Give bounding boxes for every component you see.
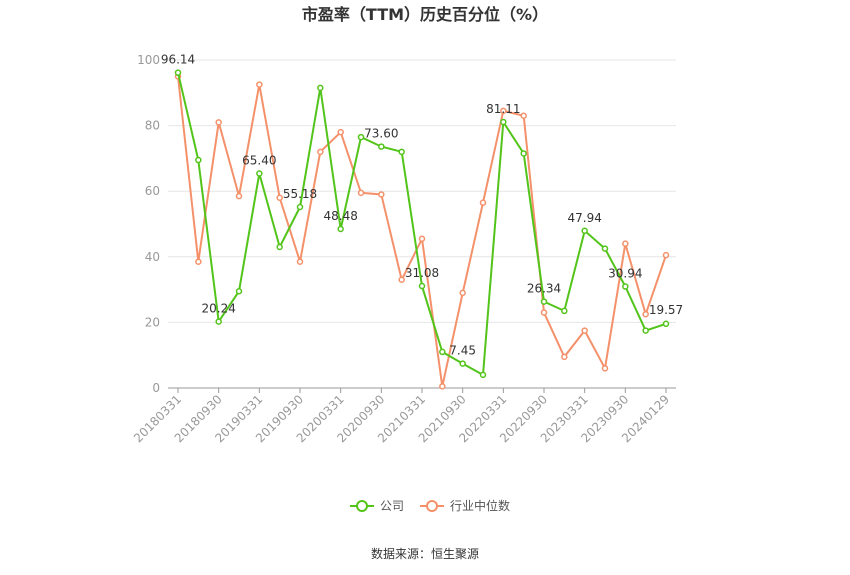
- data-label: 48.48: [323, 209, 357, 223]
- series-point-1: [337, 128, 344, 136]
- data-label: 20.24: [201, 302, 235, 316]
- legend[interactable]: 公司 行业中位数: [350, 498, 510, 513]
- y-tick-label: 40: [145, 250, 160, 264]
- legend-label-1: 行业中位数: [450, 498, 510, 513]
- series-point-1: [276, 194, 283, 202]
- series-point-0: [581, 227, 588, 235]
- series-point-0: [418, 282, 426, 290]
- series-layer: [174, 69, 670, 390]
- series-point-0: [459, 360, 466, 367]
- axes: 0204060801002018033120180930201903312019…: [131, 53, 676, 445]
- data-label: 19.57: [649, 303, 683, 317]
- series-point-0: [642, 327, 649, 334]
- data-labels: 96.14 20.24 65.40 55.18 48.48 73.60 31.08 7.45 8…: [161, 53, 683, 358]
- series-point-1: [418, 235, 426, 243]
- series-point-1: [256, 81, 263, 88]
- series-point-1: [317, 148, 324, 156]
- series-point-0: [174, 69, 182, 76]
- series-point-1: [398, 276, 405, 284]
- series-point-1: [581, 327, 588, 334]
- series-point-0: [357, 133, 365, 141]
- series-point-0: [276, 243, 283, 251]
- series-point-0: [601, 245, 609, 252]
- series-point-0: [561, 307, 568, 315]
- series-point-0: [398, 148, 405, 156]
- data-label: 47.94: [567, 211, 601, 225]
- series-point-0: [622, 283, 629, 290]
- series-point-0: [296, 203, 304, 211]
- data-label: 31.08: [405, 266, 439, 280]
- series-point-0: [378, 143, 385, 150]
- series-point-1: [500, 107, 507, 115]
- y-tick-label: 20: [145, 315, 160, 329]
- series-point-0: [215, 318, 222, 325]
- data-label: 7.45: [449, 344, 476, 358]
- series-point-1: [662, 251, 670, 259]
- legend-label-0: 公司: [380, 499, 404, 513]
- data-label: 81.11: [486, 102, 520, 116]
- series-point-0: [520, 150, 527, 157]
- series-point-1: [479, 199, 487, 206]
- series-point-1: [622, 240, 629, 247]
- y-tick-label: 100: [137, 53, 160, 67]
- series-point-1: [561, 353, 568, 361]
- series-point-0: [500, 118, 507, 126]
- data-label: 65.40: [242, 153, 276, 167]
- series-point-1: [235, 192, 243, 200]
- series-point-0: [337, 225, 344, 233]
- series-point-0: [256, 170, 263, 177]
- series-point-0: [195, 156, 202, 164]
- series-point-0: [317, 84, 324, 92]
- legend-marker-0: [356, 500, 368, 512]
- series-point-1: [540, 309, 548, 316]
- series-point-0: [235, 287, 243, 295]
- data-label: 55.18: [283, 187, 317, 201]
- data-label: 73.60: [364, 127, 398, 141]
- data-label: 26.34: [527, 282, 561, 296]
- series-point-0: [662, 320, 670, 328]
- series-point-0: [439, 348, 446, 356]
- data-label: 96.14: [161, 53, 195, 67]
- series-point-0: [540, 298, 548, 305]
- series-point-1: [642, 310, 649, 318]
- data-label: 30.94: [608, 267, 642, 281]
- series-point-1: [195, 258, 202, 265]
- legend-marker-1: [426, 500, 438, 512]
- series-point-1: [459, 289, 466, 297]
- source-note: 数据来源：恒生聚源: [371, 546, 479, 561]
- series-point-1: [357, 189, 365, 197]
- y-tick-label: 0: [152, 381, 160, 395]
- series-point-1: [215, 119, 222, 126]
- y-tick-label: 80: [145, 119, 160, 133]
- series-point-1: [520, 112, 527, 120]
- y-tick-label: 60: [145, 184, 160, 198]
- series-point-1: [601, 365, 609, 372]
- series-point-0: [479, 371, 487, 379]
- series-point-1: [439, 383, 446, 390]
- series-line-1: [177, 76, 667, 387]
- series-point-1: [296, 258, 304, 265]
- chart-title: 市盈率（TTM）历史百分位（%）: [302, 5, 548, 24]
- series-point-1: [378, 191, 385, 198]
